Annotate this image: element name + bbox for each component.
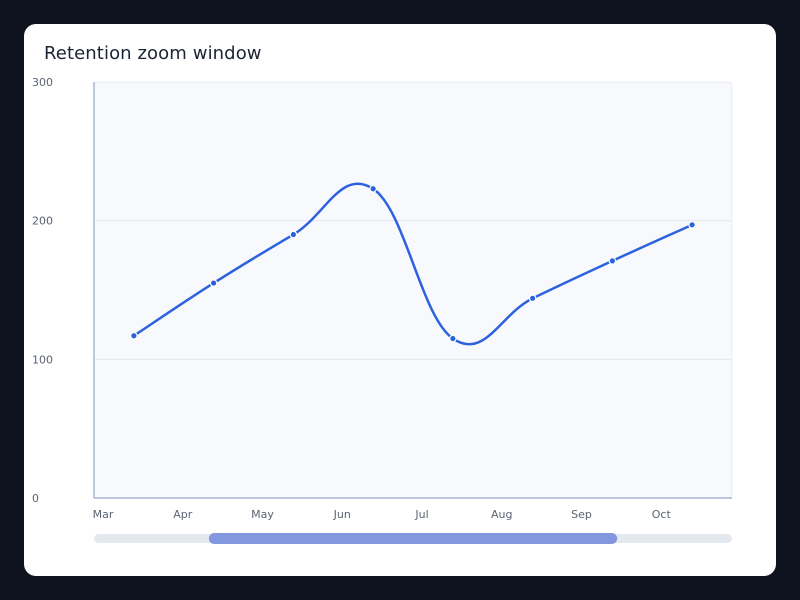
series-line <box>132 182 694 346</box>
data-point <box>688 221 696 229</box>
x-tick-label: Oct <box>652 508 672 521</box>
chart-card: Retention zoom window 0 100 200 300 Mar Apr Ma… <box>24 24 776 576</box>
data-point <box>209 279 218 287</box>
x-tick-label: Aug <box>491 508 512 521</box>
x-tick-label: Jul <box>414 508 428 521</box>
x-tick-label: Apr <box>173 508 193 521</box>
x-tick-label: Sep <box>571 508 592 521</box>
x-tick-label: Mar <box>93 508 114 521</box>
y-tick-label: 300 <box>32 76 53 89</box>
line-chart: 0 100 200 300 Mar Apr May Jun Jul Aug Sep Oct <box>32 76 733 544</box>
y-tick-label: 100 <box>32 353 53 366</box>
data-point <box>449 334 457 343</box>
data-point <box>289 230 298 239</box>
data-point <box>608 257 617 265</box>
plot-area <box>93 81 733 499</box>
data-point <box>369 184 377 193</box>
x-tick-label: Jun <box>333 508 351 521</box>
data-point <box>528 294 537 303</box>
y-tick-label: 0 <box>32 492 39 505</box>
chart-title: Retention zoom window <box>44 43 262 64</box>
data-point <box>130 331 138 340</box>
x-tick-label: May <box>251 508 274 521</box>
zoom-slider-window[interactable] <box>208 533 618 544</box>
y-tick-label: 200 <box>32 215 53 228</box>
